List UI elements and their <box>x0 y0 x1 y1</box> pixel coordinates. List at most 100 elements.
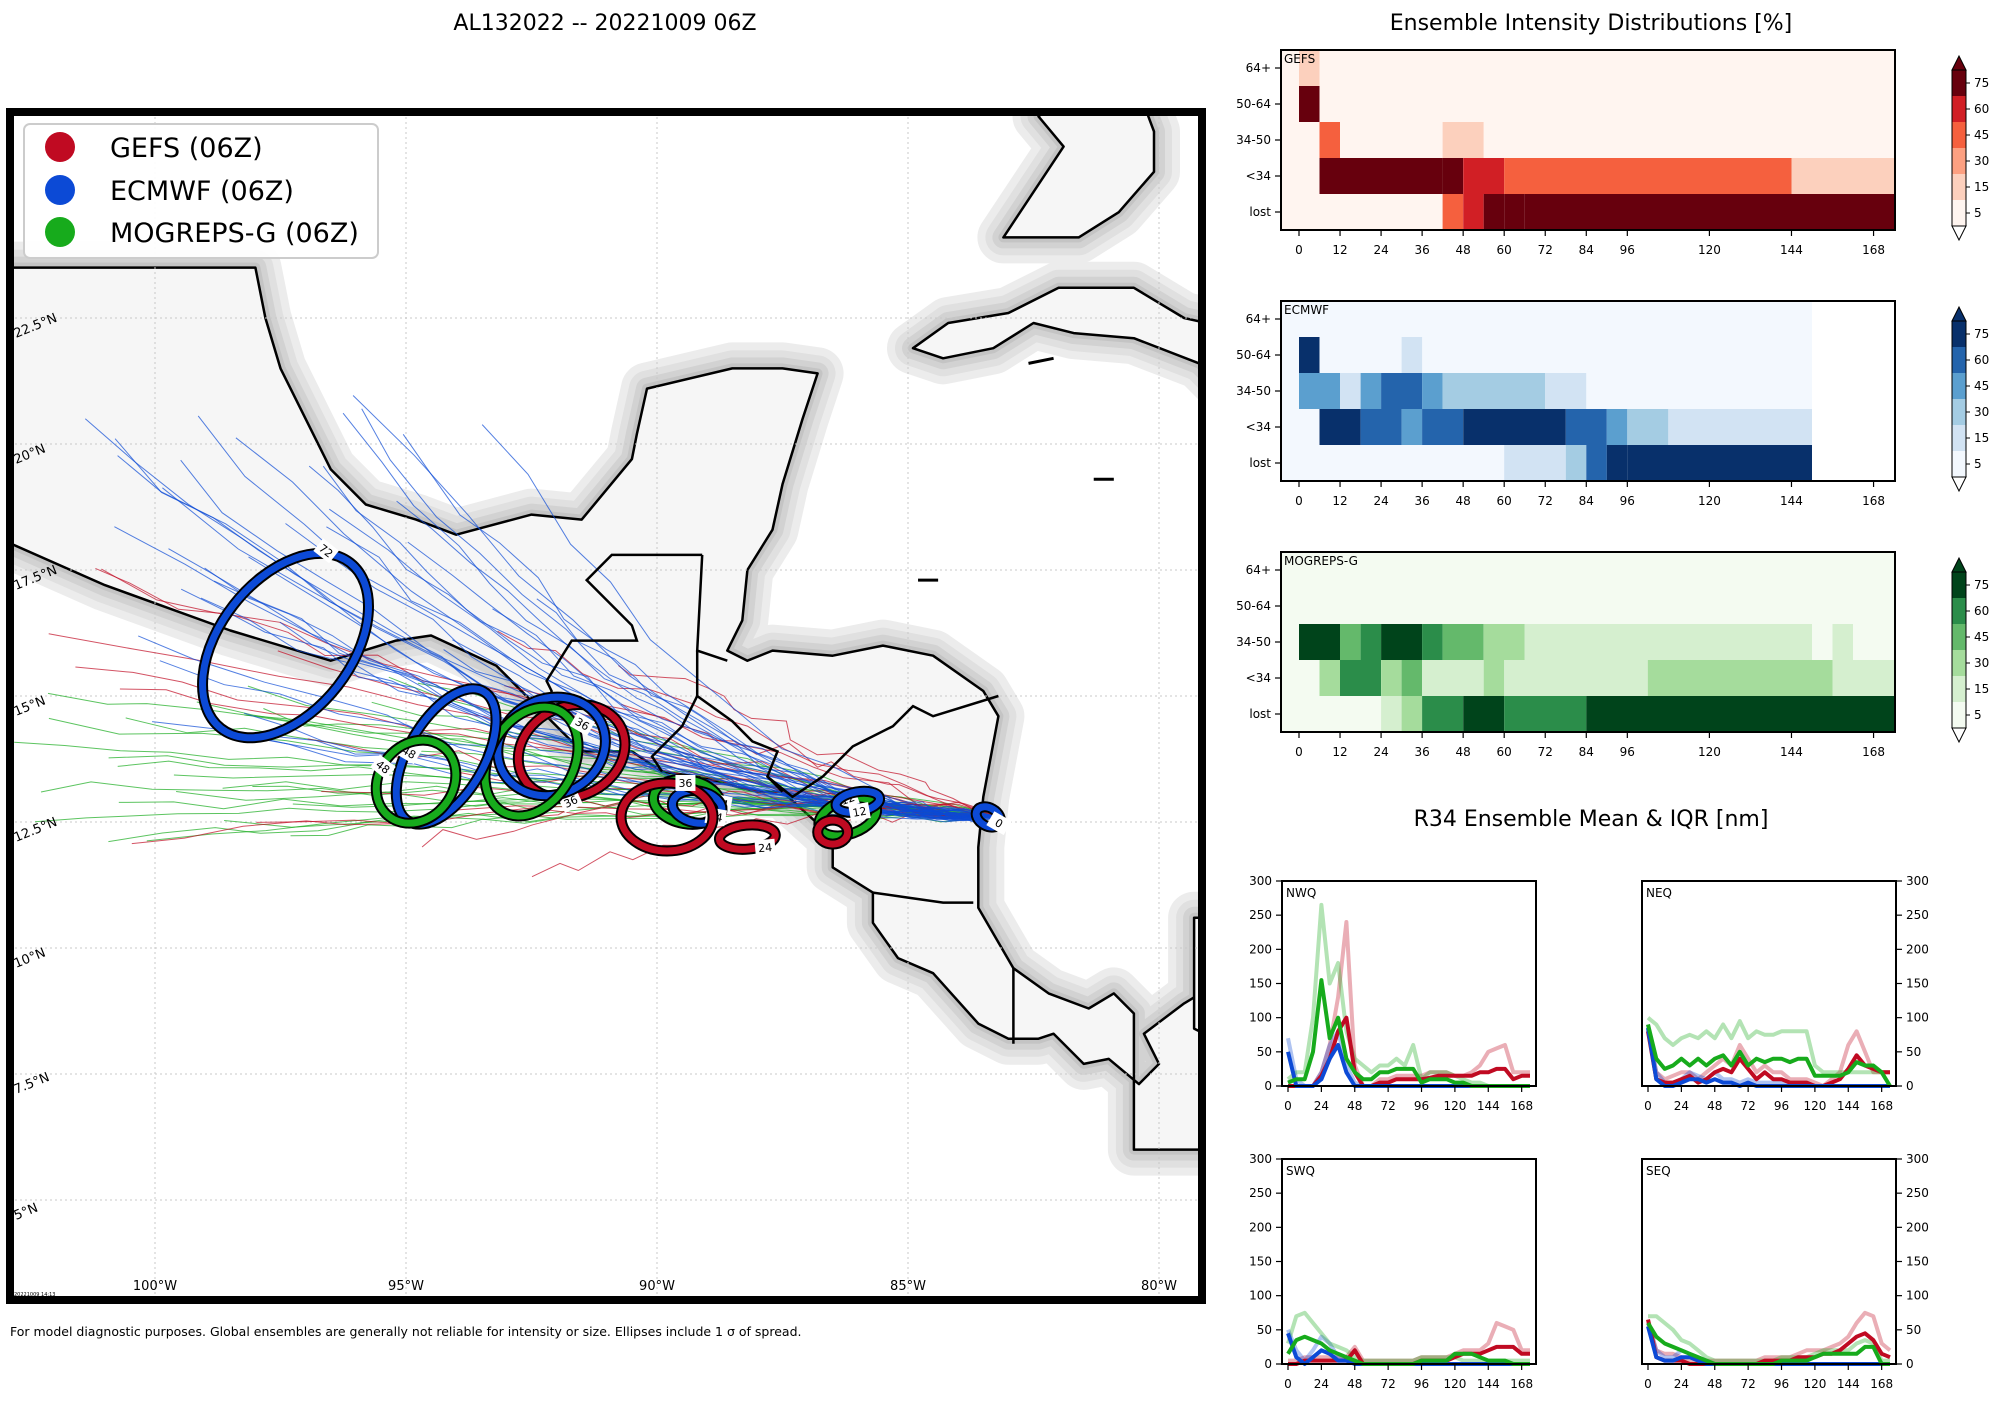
x-tick-label: 0 <box>1295 745 1303 759</box>
x-tick-label: 0 <box>1644 1099 1652 1113</box>
x-tick-label: 72 <box>1538 745 1553 759</box>
colorbar-tick-label: 75 <box>1974 76 1989 90</box>
heatmap-cell <box>1422 696 1464 732</box>
x-tick-label: 96 <box>1414 1099 1429 1113</box>
x-tick-label: 96 <box>1414 1377 1429 1391</box>
map-title: AL132022 -- 20221009 06Z <box>453 11 756 36</box>
y-tick-label: <34 <box>1246 169 1271 183</box>
spread-ellipse-gefs: 24 <box>713 819 781 857</box>
y-tick-label: 300 <box>1249 874 1272 888</box>
heatmap-cell <box>1360 409 1402 445</box>
x-tick-label: 24 <box>1373 243 1388 257</box>
y-tick-label: 64+ <box>1246 312 1271 326</box>
series-line <box>1646 1030 1890 1088</box>
x-tick-label: 120 <box>1698 745 1721 759</box>
x-tick-label: 72 <box>1538 243 1553 257</box>
country-border <box>545 553 703 717</box>
heatmap-cell <box>1627 409 1669 445</box>
heatmap-cell <box>1504 696 1587 732</box>
heatmap-cell <box>1668 409 1812 445</box>
x-tick-label: 72 <box>1380 1099 1395 1113</box>
ellipse-label-bg <box>569 711 595 736</box>
x-tick-label: 168 <box>1870 1377 1893 1391</box>
heatmap-cell <box>1463 158 1505 194</box>
heatmap-cell <box>1647 660 1833 696</box>
panel-background <box>1282 1159 1536 1364</box>
heatmap-cell <box>1299 50 1320 86</box>
ellipse-label-bg <box>754 838 776 857</box>
x-tick-label: 168 <box>1510 1099 1533 1113</box>
colorbar-tick-label: 45 <box>1974 128 1989 142</box>
intensity-title: Ensemble Intensity Distributions [%] <box>1390 11 1793 36</box>
heatmap-cell <box>1422 373 1443 409</box>
x-tick-label: 168 <box>1862 243 1885 257</box>
colorbar-tick-label: 5 <box>1974 206 1982 220</box>
y-tick-label: 50-64 <box>1236 599 1271 613</box>
r34-panel-neq: NEQ 0 50 100 150 200 250 300 0 24 48 72 96 120 144 168 <box>1641 874 1929 1113</box>
colorbar-segment <box>1952 148 1966 174</box>
colorbar-tick-label: 15 <box>1974 682 1989 696</box>
heatmap-cell <box>1381 373 1423 409</box>
colorbar-tick-label: 5 <box>1974 708 1982 722</box>
y-tick-label: 50 <box>1906 1045 1921 1059</box>
colorbar-segment <box>1952 70 1966 96</box>
colorbar-tick-label: 60 <box>1974 353 1989 367</box>
x-tick-label: 0 <box>1644 1377 1652 1391</box>
x-tick-label: 48 <box>1347 1377 1362 1391</box>
country-border <box>650 650 699 773</box>
heatmap-panel-mogreps-g: MOGREPS-G 64+ 50-64 34-50 <34 lost 0 12 24 36 48 60… <box>1236 551 1989 759</box>
colorbar-segment <box>1952 200 1966 226</box>
ellipse-hour-label: 36 <box>678 777 692 790</box>
y-tick-label: 150 <box>1249 1255 1272 1269</box>
colorbar-extend-bottom <box>1951 225 1967 242</box>
heatmap-cell <box>1360 373 1382 409</box>
colorbar-tick-label: 5 <box>1974 457 1982 471</box>
heatmap-cell <box>1401 696 1423 732</box>
ellipse-ring <box>814 816 852 848</box>
footer-note: For model diagnostic purposes. Global en… <box>10 1324 801 1339</box>
x-tick-label: 24 <box>1314 1377 1329 1391</box>
x-tick-label: 144 <box>1837 1099 1860 1113</box>
colorbar-segment <box>1952 347 1966 373</box>
y-tick-label: 64+ <box>1246 563 1271 577</box>
heatmap-cell <box>1422 409 1464 445</box>
coastal-shading-jamaica <box>1244 525 1344 555</box>
series-line <box>1646 1310 1892 1363</box>
y-tick-label: 34-50 <box>1236 635 1271 649</box>
y-tick-label: 34-50 <box>1236 133 1271 147</box>
map-frame <box>6 108 1206 1304</box>
x-tick-label: 24 <box>1373 745 1388 759</box>
land-jamaica <box>1244 525 1344 555</box>
colorbar-extend-bottom <box>1951 476 1967 493</box>
heatmap-cell <box>1299 445 1505 481</box>
y-tick-label: <34 <box>1246 420 1271 434</box>
y-tick-label: lost <box>1249 205 1271 219</box>
x-tick-label: 12 <box>1332 243 1347 257</box>
x-tick-label: 144 <box>1477 1099 1500 1113</box>
heatmap-cell <box>1504 158 1792 194</box>
legend-label-ecmwf: ECMWF (06Z) <box>110 176 294 207</box>
x-tick-label: 60 <box>1497 745 1512 759</box>
x-tick-label: 48 <box>1456 494 1471 508</box>
colorbar-segment <box>1952 96 1966 122</box>
spread-ellipse-ecmwf: 0 <box>970 801 1012 836</box>
heatmap-cell <box>1340 660 1381 696</box>
x-tick-label: 24 <box>1674 1099 1689 1113</box>
y-tick-label: 50 <box>1257 1323 1272 1337</box>
colorbar-segment <box>1952 650 1966 676</box>
heatmap-cell <box>1606 445 1628 481</box>
legend-marker-gefs <box>45 132 75 162</box>
panel-quadrant-label: SWQ <box>1286 1164 1315 1178</box>
longitude-label: 90°W <box>639 1279 675 1294</box>
x-tick-label: 120 <box>1803 1377 1826 1391</box>
y-tick-label: 0 <box>1906 1079 1914 1093</box>
legend-marker-mogreps <box>45 217 75 247</box>
panel-background <box>1282 881 1536 1086</box>
x-tick-label: 144 <box>1477 1377 1500 1391</box>
y-tick-label: 50 <box>1906 1323 1921 1337</box>
y-tick-label: 0 <box>1264 1079 1272 1093</box>
y-tick-label: 250 <box>1249 1186 1272 1200</box>
heatmap-model-label: GEFS <box>1284 52 1315 66</box>
spread-ellipse-gefs: 36 <box>615 774 719 857</box>
